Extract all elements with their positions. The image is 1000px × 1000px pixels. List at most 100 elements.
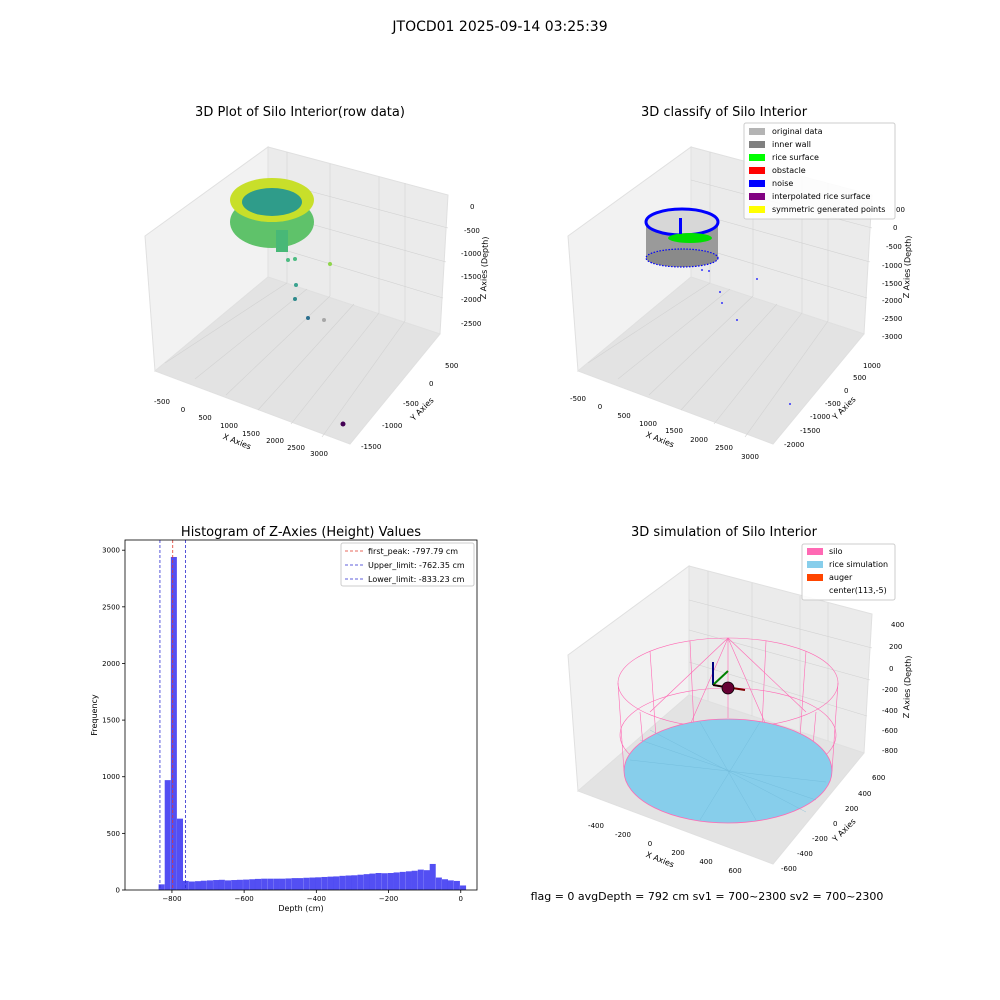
hist-bar	[267, 878, 274, 890]
hist-bar	[345, 875, 352, 890]
hist-bar	[158, 884, 165, 890]
sim-y-tick: 600	[872, 774, 885, 782]
sim-z-tick: -600	[882, 727, 898, 735]
legend-label-symmetric-generated-points: symmetric generated points	[772, 205, 885, 214]
raw-x-tick: 2500	[287, 444, 305, 452]
sim-x-tick: -200	[615, 831, 631, 839]
sim-legend-label-auger: auger	[829, 573, 853, 582]
hist-y-ticks: 0 500 1000 1500 2000 2500 3000	[102, 547, 125, 895]
hist-bar	[261, 878, 268, 890]
hist-legend-lower-limit: Lower_limit: -833.23 cm	[368, 575, 465, 584]
hist-bar	[303, 877, 310, 890]
hist-bar	[460, 885, 467, 890]
classify-z-tick: -3000	[882, 333, 902, 341]
raw-outlier-point	[293, 297, 297, 301]
raw-outlier-point	[286, 258, 290, 262]
hist-y-tick-label: 2000	[102, 660, 120, 668]
sim-legend-label-silo: silo	[829, 547, 843, 556]
sim-legend-label-rice: rice simulation	[829, 560, 888, 569]
classify-y-tick: 500	[853, 374, 866, 382]
classify-noise-point	[719, 291, 721, 293]
raw-z-tick: -2000	[461, 296, 481, 304]
raw-outlier-point	[293, 257, 297, 261]
panel-classify-title: 3D classify of Silo Interior	[641, 105, 808, 120]
sim-auger-head	[721, 681, 735, 695]
hist-plot-frame	[124, 539, 478, 891]
classify-pane-floor	[577, 276, 865, 445]
sim-legend: silo rice simulation auger center(113,-5…	[801, 543, 896, 601]
classify-y-tick: -1000	[810, 413, 830, 421]
hist-bars	[158, 556, 467, 890]
hist-x-tick-label: 0	[459, 895, 463, 903]
classify-wall-bottom	[645, 248, 719, 268]
sim-x-tick: 600	[728, 867, 741, 875]
hist-y-tick-label: 1000	[102, 773, 120, 781]
sim-y-tick: -400	[797, 850, 813, 858]
hist-bar	[231, 880, 238, 890]
raw-z-tick: 0	[470, 203, 474, 211]
hist-x-label: Depth (cm)	[278, 904, 323, 913]
hist-bar	[188, 881, 195, 890]
legend-swatch-original-data	[749, 128, 765, 135]
sim-x-tick: -400	[588, 822, 604, 830]
panel-simulation-title: 3D simulation of Silo Interior	[631, 525, 818, 540]
hist-bar	[291, 878, 298, 890]
hist-bar	[225, 880, 232, 890]
classify-x-tick: 0	[598, 403, 602, 411]
hist-bar	[195, 881, 202, 890]
hist-bar	[243, 879, 250, 890]
panel-raw-title: 3D Plot of Silo Interior(row data)	[195, 105, 405, 120]
hist-x-ticks: −800 −600 −400 −200 0	[162, 890, 463, 903]
sim-x-ticks: -400 -200 0 200 400 600	[588, 822, 742, 875]
classify-noise-point	[701, 269, 703, 271]
classify-x-ticks: -500 0 500 1000 1500 2000 2500 3000	[570, 395, 759, 461]
classify-wall-marker	[679, 218, 682, 234]
raw-outlier-points	[286, 257, 346, 427]
hist-bar	[435, 877, 442, 890]
sim-legend-swatch-rice	[807, 561, 823, 568]
raw-y-tick: 0	[429, 380, 433, 388]
legend-swatch-symmetric-generated-points	[749, 206, 765, 213]
classify-noise-points	[701, 269, 791, 405]
classify-z-tick: -2500	[882, 315, 902, 323]
sim-legend-label-center: center(113,-5)	[829, 586, 887, 595]
hist-bar	[447, 880, 454, 890]
raw-x-tick: 1000	[220, 422, 238, 430]
hist-bar	[218, 879, 225, 890]
classify-rice-surface	[668, 233, 712, 243]
sim-x-tick: 400	[699, 858, 712, 866]
status-footer: flag = 0 avgDepth = 792 cm sv1 = 700~230…	[531, 890, 884, 903]
hist-x-tick-label: −800	[162, 895, 181, 903]
classify-z-tick-partial: 00	[896, 206, 905, 214]
hist-bar	[453, 880, 460, 890]
classify-noise-point	[756, 278, 758, 280]
sim-z-tick: -800	[882, 747, 898, 755]
raw-x-ticks: -500 0 500 1000 1500 2000 2500 3000	[154, 398, 328, 458]
sim-y-tick: -200	[812, 835, 828, 843]
classify-z-tick: -1500	[882, 280, 902, 288]
sim-auger-arrows	[712, 662, 746, 695]
classify-y-tick: -1500	[800, 427, 820, 435]
raw-x-tick: -500	[154, 398, 170, 406]
classify-y-label: Y Axies	[830, 395, 858, 423]
raw-y-tick: -1000	[382, 422, 402, 430]
classify-y-ticks: 1000 500 0 -500 -1000 -1500 -2000	[784, 362, 881, 449]
classify-z-tick: -1000	[882, 262, 902, 270]
hist-y-label: Frequency	[90, 694, 99, 736]
raw-y-tick: -500	[403, 400, 419, 408]
panel-histogram: Histogram of Z-Axies (Height) Values −80…	[90, 525, 478, 913]
sim-z-tick: 400	[891, 621, 904, 629]
hist-x-tick-label: −200	[379, 895, 398, 903]
legend-label-noise: noise	[772, 179, 793, 188]
sim-z-label: Z Axies (Depth)	[902, 655, 913, 718]
hist-legend: first_peak: -797.79 cm Upper_limit: -762…	[340, 542, 475, 587]
hist-bar	[429, 863, 436, 890]
sim-z-ticks: 400 200 0 -200 -400 -600 -800	[882, 621, 904, 755]
classify-z-label: Z Axies (Depth)	[902, 235, 913, 298]
hist-y-tick-label: 3000	[102, 547, 120, 555]
legend-label-original-data: original data	[772, 127, 823, 136]
classify-axes-panes	[567, 146, 873, 445]
panel-classify-3d: 3D classify of Silo Interior	[567, 105, 913, 461]
hist-bar	[273, 878, 280, 890]
